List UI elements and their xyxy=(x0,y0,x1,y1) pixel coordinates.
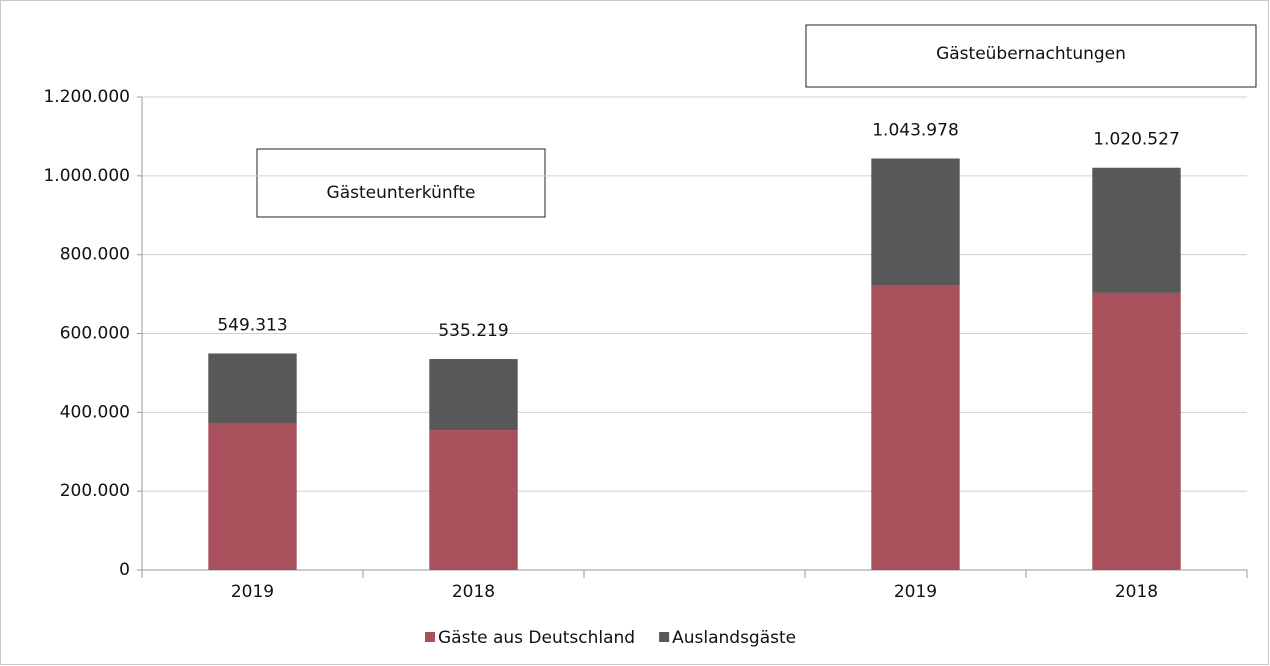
x-tick-label: 2018 xyxy=(452,582,495,602)
bar-segment xyxy=(1092,292,1181,570)
total-label: 535.219 xyxy=(438,321,508,341)
y-tick-label: 800.000 xyxy=(60,245,130,265)
annotation-box xyxy=(805,24,1257,88)
annotation: Gästeübernachtungen xyxy=(936,44,1126,64)
annotation-box xyxy=(256,148,546,218)
y-tick-label: 1.000.000 xyxy=(43,166,130,186)
x-tick-label: 2019 xyxy=(894,582,937,602)
x-tick-label: 2019 xyxy=(231,582,274,602)
legend-label: Gäste aus Deutschland xyxy=(438,628,635,648)
y-tick-label: 1.200.000 xyxy=(43,87,130,107)
bar-segment xyxy=(208,353,297,423)
total-label: 549.313 xyxy=(217,315,287,335)
bar-segment xyxy=(1092,167,1181,293)
total-label: 1.043.978 xyxy=(872,120,959,140)
bar-segment xyxy=(429,430,518,570)
bar-segment xyxy=(871,158,960,286)
annotation: Gästeunterkünfte xyxy=(327,183,476,203)
bar-segment xyxy=(871,285,960,570)
y-tick-label: 200.000 xyxy=(60,481,130,501)
legend-swatch xyxy=(659,632,670,642)
legend-swatch xyxy=(425,632,435,642)
y-tick-label: 0 xyxy=(119,560,130,580)
y-tick-label: 400.000 xyxy=(60,402,130,422)
bar-segment xyxy=(208,422,297,570)
bar-segment xyxy=(429,359,518,431)
legend-label: Auslandsgäste xyxy=(672,628,796,648)
total-label: 1.020.527 xyxy=(1093,130,1180,150)
y-tick-label: 600.000 xyxy=(60,324,130,344)
x-tick-label: 2018 xyxy=(1115,582,1158,602)
